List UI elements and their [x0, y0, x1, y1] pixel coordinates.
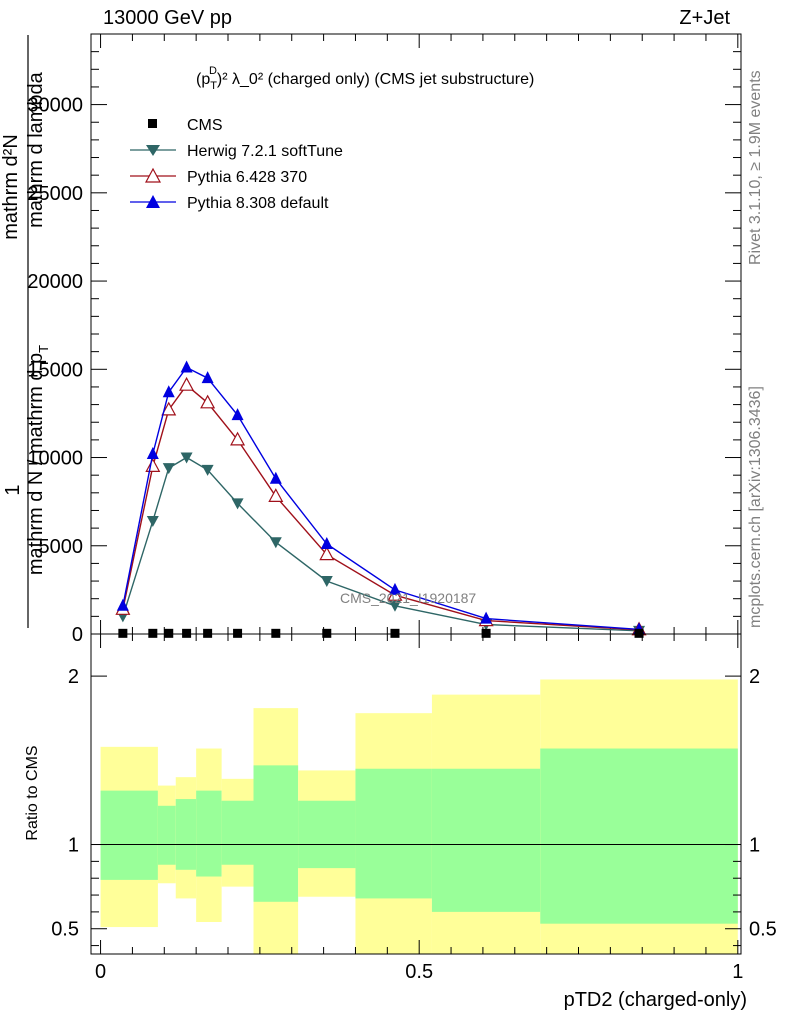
- legend-label-pythia6: Pythia 6.428 370: [187, 169, 307, 186]
- y-label-numerator-2: mathrm d lambda: [25, 71, 47, 227]
- data-point-pythia8: [162, 385, 175, 398]
- main-y-tick-label: 20000: [27, 271, 83, 293]
- main-y-tick-label: 25000: [27, 183, 83, 205]
- data-point-cms: [233, 628, 243, 638]
- data-point-cms: [203, 628, 213, 638]
- main-panel: 0 5000 10000 15000 20000 25000 30000 (pTD)² λ_…: [0, 33, 742, 646]
- ratio-y-ticks: 0.5 0.5 1 1 2 2: [51, 666, 777, 947]
- ratio-band-inner: [100, 790, 158, 880]
- data-point-pythia6: [200, 394, 216, 409]
- main-y-ticks: 0 5000 10000 15000 20000 25000 30000: [27, 33, 741, 646]
- main-y-axis-label: 1 mathrm d²N mathrm d lambda mathrm d N …: [0, 35, 51, 628]
- analysis-watermark: CMS_2021_I1920187: [340, 590, 476, 606]
- data-point-cms: [271, 628, 281, 638]
- ratio-y-tick-label-left: 1: [68, 835, 79, 857]
- ratio-y-tick-label-left: 0.5: [51, 919, 79, 941]
- data-point-herwig: [388, 600, 401, 612]
- data-point-pythia8: [320, 537, 333, 549]
- x-tick-label: 0: [95, 961, 106, 983]
- data-point-herwig: [320, 576, 333, 588]
- data-point-cms: [481, 628, 491, 638]
- ratio-band-inner: [221, 800, 254, 865]
- data-point-pythia8: [180, 360, 193, 373]
- data-point-cms: [390, 628, 400, 638]
- legend-label-herwig: Herwig 7.2.1 softTune: [187, 143, 343, 160]
- y-label-one: 1: [2, 484, 24, 495]
- ratio-panel: 0.5 0.51 12 2 0 0.5 1 Ratio to CMS pTD2 (char…: [24, 633, 777, 1011]
- x-tick-label: 1: [732, 961, 743, 983]
- ratio-band-inner: [540, 748, 738, 924]
- data-point-herwig: [146, 516, 159, 528]
- x-axis-label: pTD2 (charged-only): [564, 989, 747, 1011]
- main-y-tick-label: 15000: [27, 359, 83, 381]
- ratio-x-ticks: 0 0.5 1: [95, 634, 743, 983]
- ratio-band-inner: [157, 805, 176, 865]
- data-point-pythia6: [145, 458, 161, 472]
- rivet-version-label: Rivet 3.1.10, ≥ 1.9M events: [747, 70, 764, 265]
- legend-label-cms: CMS: [187, 117, 223, 134]
- legend: CMS Herwig 7.2.1 softTune Pythia 6.428 3…: [130, 117, 343, 212]
- header-process-label: Z+Jet: [679, 7, 730, 29]
- ratio-band-inner: [196, 790, 222, 877]
- data-point-cms: [322, 628, 332, 638]
- main-y-tick-label: 30000: [27, 95, 83, 117]
- data-point-pythia6: [161, 401, 177, 416]
- ratio-band-inner: [298, 800, 356, 869]
- data-point-pythia8: [269, 471, 282, 484]
- data-point-pythia8: [116, 598, 129, 611]
- data-point-herwig: [162, 463, 175, 475]
- ratio-y-tick-label-left: 2: [68, 666, 79, 688]
- main-series-group: [115, 360, 647, 638]
- legend-marker-herwig: [146, 145, 160, 156]
- data-point-herwig: [201, 464, 214, 476]
- data-point-herwig: [180, 452, 193, 464]
- ratio-plot-frame: [90, 633, 742, 955]
- mcplots-reference-label: mcplots.cern.ch [arXiv:1306.3436]: [747, 386, 764, 628]
- ratio-y-axis-label: Ratio to CMS: [24, 745, 41, 840]
- data-point-pythia6: [268, 488, 284, 502]
- legend-label-pythia8: Pythia 8.308 default: [187, 195, 329, 212]
- ratio-y-tick-label-right: 2: [749, 666, 760, 688]
- data-point-pythia8: [388, 582, 401, 595]
- plot-title: (pTD)² λ_0² (charged only) (CMS jet subs…: [196, 65, 534, 92]
- ratio-band-inner: [431, 768, 541, 912]
- data-point-pythia6: [319, 546, 335, 561]
- data-point-cms: [148, 628, 158, 638]
- ratio-y-tick-label-right: 0.5: [749, 919, 777, 941]
- data-point-pythia6: [230, 431, 246, 446]
- data-point-pythia8: [480, 611, 493, 624]
- x-tick-label: 0.5: [405, 961, 433, 983]
- data-point-cms: [634, 628, 644, 638]
- ratio-bands: [100, 679, 738, 954]
- data-point-cms: [182, 628, 192, 638]
- y-label-denominator: mathrm d N / mathrm d pT: [25, 345, 51, 575]
- data-point-cms: [118, 628, 128, 638]
- data-point-pythia8: [201, 371, 214, 384]
- y-label-numerator: mathrm d²N: [0, 134, 22, 240]
- legend-marker-pythia6: [144, 167, 162, 183]
- ratio-band-inner: [355, 768, 432, 899]
- ratio-y-tick-label-right: 1: [749, 835, 760, 857]
- data-point-herwig: [231, 498, 244, 510]
- data-point-cms: [164, 628, 174, 638]
- data-point-pythia8: [231, 408, 244, 421]
- legend-marker-cms: [148, 119, 157, 128]
- main-y-tick-label: 5000: [39, 536, 84, 558]
- legend-marker-pythia8: [146, 195, 160, 208]
- data-point-pythia6: [179, 376, 195, 391]
- main-y-tick-label: 0: [72, 624, 83, 646]
- main-y-tick-label: 10000: [27, 448, 83, 470]
- data-point-herwig: [269, 537, 282, 549]
- header-energy-label: 13000 GeV pp: [103, 7, 232, 29]
- ratio-band-inner: [253, 765, 299, 902]
- ratio-band-inner: [175, 799, 197, 870]
- data-point-pythia8: [146, 447, 159, 459]
